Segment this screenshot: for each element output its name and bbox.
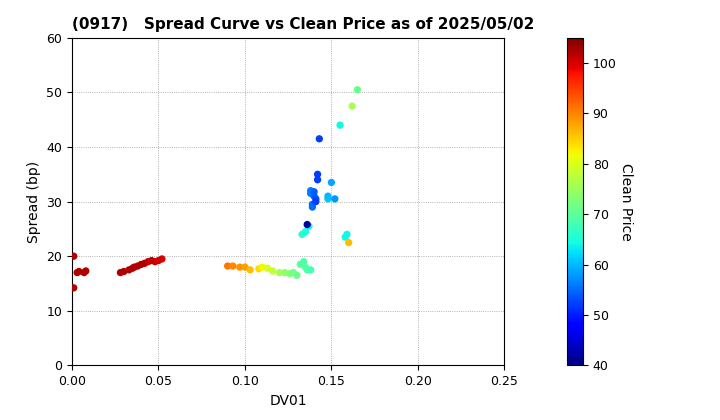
- Point: [305, 187, 316, 194]
- Point: [239, 264, 251, 270]
- Point: [227, 262, 238, 269]
- Point: [325, 179, 337, 186]
- Point: [132, 262, 143, 269]
- Point: [305, 190, 316, 197]
- Point: [308, 189, 320, 195]
- Point: [114, 269, 126, 276]
- Point: [80, 268, 91, 274]
- Point: [307, 201, 318, 208]
- Point: [123, 267, 135, 273]
- Point: [308, 193, 320, 199]
- Point: [71, 269, 83, 276]
- Point: [334, 122, 346, 129]
- Point: [307, 204, 318, 210]
- Point: [222, 262, 233, 269]
- Point: [256, 264, 268, 270]
- Y-axis label: Clean Price: Clean Price: [619, 163, 633, 241]
- Point: [340, 234, 351, 240]
- Point: [274, 269, 285, 276]
- Y-axis label: Spread (bp): Spread (bp): [27, 160, 41, 243]
- Point: [143, 258, 154, 265]
- Point: [145, 257, 157, 264]
- Point: [284, 270, 296, 277]
- Point: [322, 193, 333, 199]
- Point: [303, 223, 315, 229]
- Point: [300, 228, 311, 235]
- Point: [149, 258, 161, 265]
- Point: [139, 260, 150, 267]
- Point: [343, 239, 354, 246]
- Point: [78, 269, 90, 276]
- Point: [312, 176, 323, 183]
- Point: [261, 265, 273, 272]
- Point: [296, 231, 307, 238]
- Point: [310, 198, 322, 205]
- Point: [73, 268, 85, 275]
- Point: [291, 272, 302, 279]
- Point: [305, 267, 316, 273]
- Point: [68, 253, 79, 260]
- Text: (0917)   Spread Curve vs Clean Price as of 2025/05/02: (0917) Spread Curve vs Clean Price as of…: [72, 18, 534, 32]
- Point: [294, 261, 306, 268]
- Point: [346, 102, 358, 109]
- Point: [253, 265, 264, 272]
- Point: [302, 221, 313, 228]
- Point: [156, 255, 168, 262]
- Point: [329, 196, 341, 202]
- Point: [279, 269, 290, 276]
- Point: [118, 268, 130, 275]
- Point: [302, 267, 313, 273]
- Point: [300, 264, 311, 270]
- X-axis label: DV01: DV01: [269, 394, 307, 408]
- Point: [127, 265, 138, 272]
- Point: [267, 268, 279, 274]
- Point: [244, 267, 256, 273]
- Point: [135, 261, 147, 268]
- Point: [313, 135, 325, 142]
- Point: [287, 269, 299, 276]
- Point: [298, 258, 310, 265]
- Point: [68, 284, 79, 291]
- Point: [234, 264, 246, 270]
- Point: [322, 196, 333, 202]
- Point: [128, 264, 140, 270]
- Point: [341, 231, 353, 238]
- Point: [351, 86, 363, 93]
- Point: [310, 196, 322, 202]
- Point: [312, 171, 323, 178]
- Point: [153, 257, 164, 264]
